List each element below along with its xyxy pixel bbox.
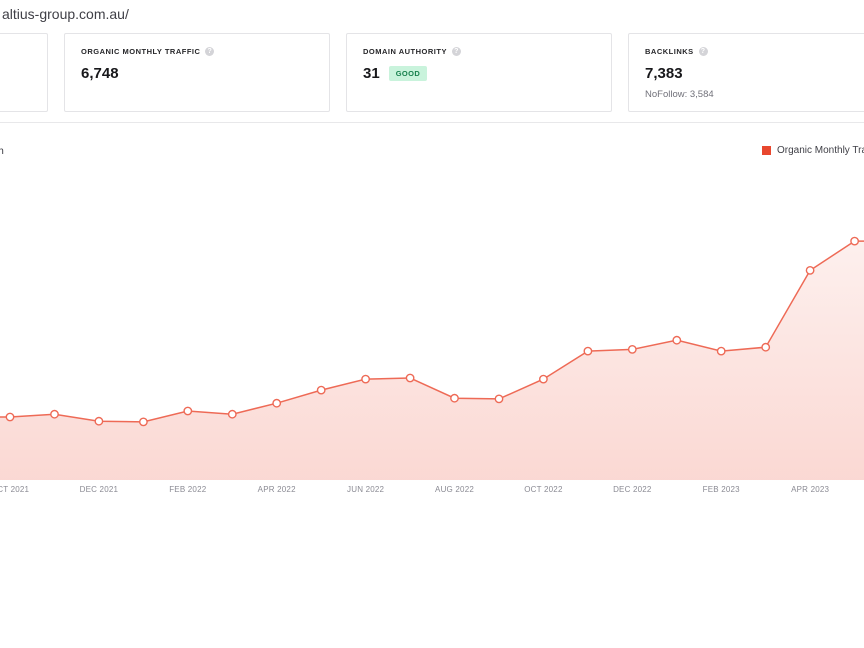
chart-point[interactable] [50, 409, 59, 419]
chart-point[interactable] [805, 266, 815, 275]
chart-point[interactable] [361, 374, 370, 384]
stat-card-label: ORGANIC MONTHLY TRAFFIC ? [81, 47, 313, 56]
chart-point[interactable] [539, 374, 548, 384]
x-axis-label: APR 2022 [257, 485, 296, 494]
organic-traffic-value: 6,748 [81, 65, 119, 82]
chart-point[interactable] [494, 394, 504, 404]
info-icon[interactable]: ? [451, 47, 461, 56]
chart-point[interactable] [672, 335, 682, 345]
x-axis-label: DEC 2021 [79, 485, 119, 494]
chart-point[interactable] [627, 344, 637, 354]
area-fill [0, 241, 864, 480]
legend-swatch [762, 146, 771, 155]
stat-card-domain-authority: DOMAIN AUTHORITY ? 31 GOOD [346, 33, 612, 112]
chart-point[interactable] [316, 385, 326, 395]
x-axis-label: AUG 2022 [435, 485, 474, 494]
stat-card-partial [0, 33, 48, 112]
info-icon[interactable]: ? [698, 47, 708, 56]
x-axis-label: APR 2023 [791, 485, 830, 494]
stat-card-label: DOMAIN AUTHORITY ? [363, 47, 595, 56]
domain-heading: altius-group.com.au/ [2, 6, 129, 22]
legend-label: Organic Monthly Traffic [777, 145, 864, 156]
chart-point[interactable] [761, 342, 771, 352]
chart-point[interactable] [583, 346, 593, 356]
stat-card-label: BACKLINKS ? [645, 47, 864, 56]
x-axis-label: OCT 2021 [0, 485, 30, 494]
traffic-line [0, 240, 864, 423]
traffic-line-chart[interactable] [0, 172, 864, 480]
domain-authority-number: 31 [363, 65, 380, 82]
chart-point[interactable] [5, 412, 15, 422]
chart-point[interactable] [716, 346, 726, 356]
chart-point[interactable] [450, 393, 459, 403]
x-axis-label: OCT 2022 [524, 485, 563, 494]
chart-point[interactable] [183, 406, 193, 416]
domain-authority-value: 31 GOOD [363, 65, 595, 82]
chart-point[interactable] [272, 398, 282, 408]
chart-point[interactable] [227, 409, 237, 419]
x-axis-labels: OCT 2021 DEC 2021 FEB 2022 APR 2022 JUN 2022… [0, 485, 864, 497]
chart-point[interactable] [850, 236, 859, 246]
organic-traffic-label: ORGANIC MONTHLY TRAFFIC [81, 47, 201, 56]
x-axis-label: DEC 2022 [613, 485, 652, 494]
nofollow-count: NoFollow: 3,584 [645, 89, 714, 100]
chart-point[interactable] [94, 416, 104, 426]
status-badge: GOOD [388, 66, 428, 81]
chart-title: Organic Monthly Traffic by Month [0, 145, 4, 157]
x-axis-label: FEB 2023 [702, 485, 740, 494]
stat-card-backlinks: BACKLINKS ? 7,383 NoFollow: 3,584 [628, 33, 864, 112]
section-divider [0, 122, 864, 123]
x-axis-label: JUN 2022 [347, 485, 385, 494]
stat-card-organic-traffic: ORGANIC MONTHLY TRAFFIC ? 6,748 [64, 33, 330, 112]
domain-authority-label: DOMAIN AUTHORITY [363, 47, 447, 56]
info-icon[interactable]: ? [205, 47, 215, 56]
backlinks-value: 7,383 [645, 65, 683, 82]
stat-cards-row: ORGANIC MONTHLY TRAFFIC ? 6,748 DOMAIN A… [0, 33, 864, 112]
legend-item-organic-traffic[interactable]: Organic Monthly Traffic [762, 145, 864, 156]
backlinks-label: BACKLINKS [645, 47, 694, 56]
chart-point[interactable] [138, 417, 148, 427]
x-axis-label: FEB 2022 [169, 485, 207, 494]
chart-point[interactable] [405, 373, 415, 383]
